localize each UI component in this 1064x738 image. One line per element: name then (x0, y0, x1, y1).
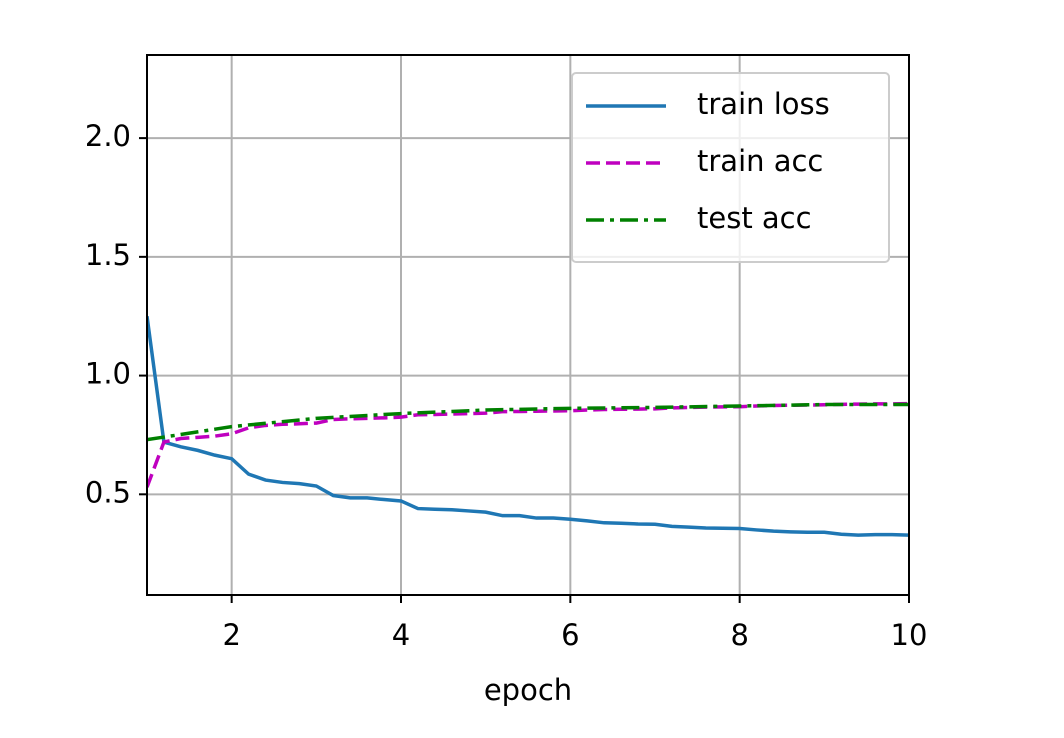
x-tick-label: 6 (561, 618, 579, 652)
series-line (147, 402, 909, 442)
y-tick-label: 2.0 (85, 119, 131, 153)
plot-frame (146, 54, 910, 596)
x-tick-label: 10 (891, 618, 928, 652)
series-line (147, 401, 909, 488)
series-line (147, 315, 909, 537)
legend-label: test acc (697, 201, 812, 235)
y-tick-label: 1.0 (85, 357, 131, 391)
legend-box (571, 72, 890, 263)
y-tick-label: 1.5 (85, 238, 131, 272)
legend-label: train loss (697, 87, 830, 121)
legend-label: train acc (697, 144, 823, 178)
x-axis-label: epoch (484, 673, 572, 707)
y-tick-label: 0.5 (85, 475, 131, 509)
x-tick-label: 4 (392, 618, 410, 652)
x-tick-label: 8 (730, 618, 748, 652)
x-tick-label: 2 (222, 618, 240, 652)
